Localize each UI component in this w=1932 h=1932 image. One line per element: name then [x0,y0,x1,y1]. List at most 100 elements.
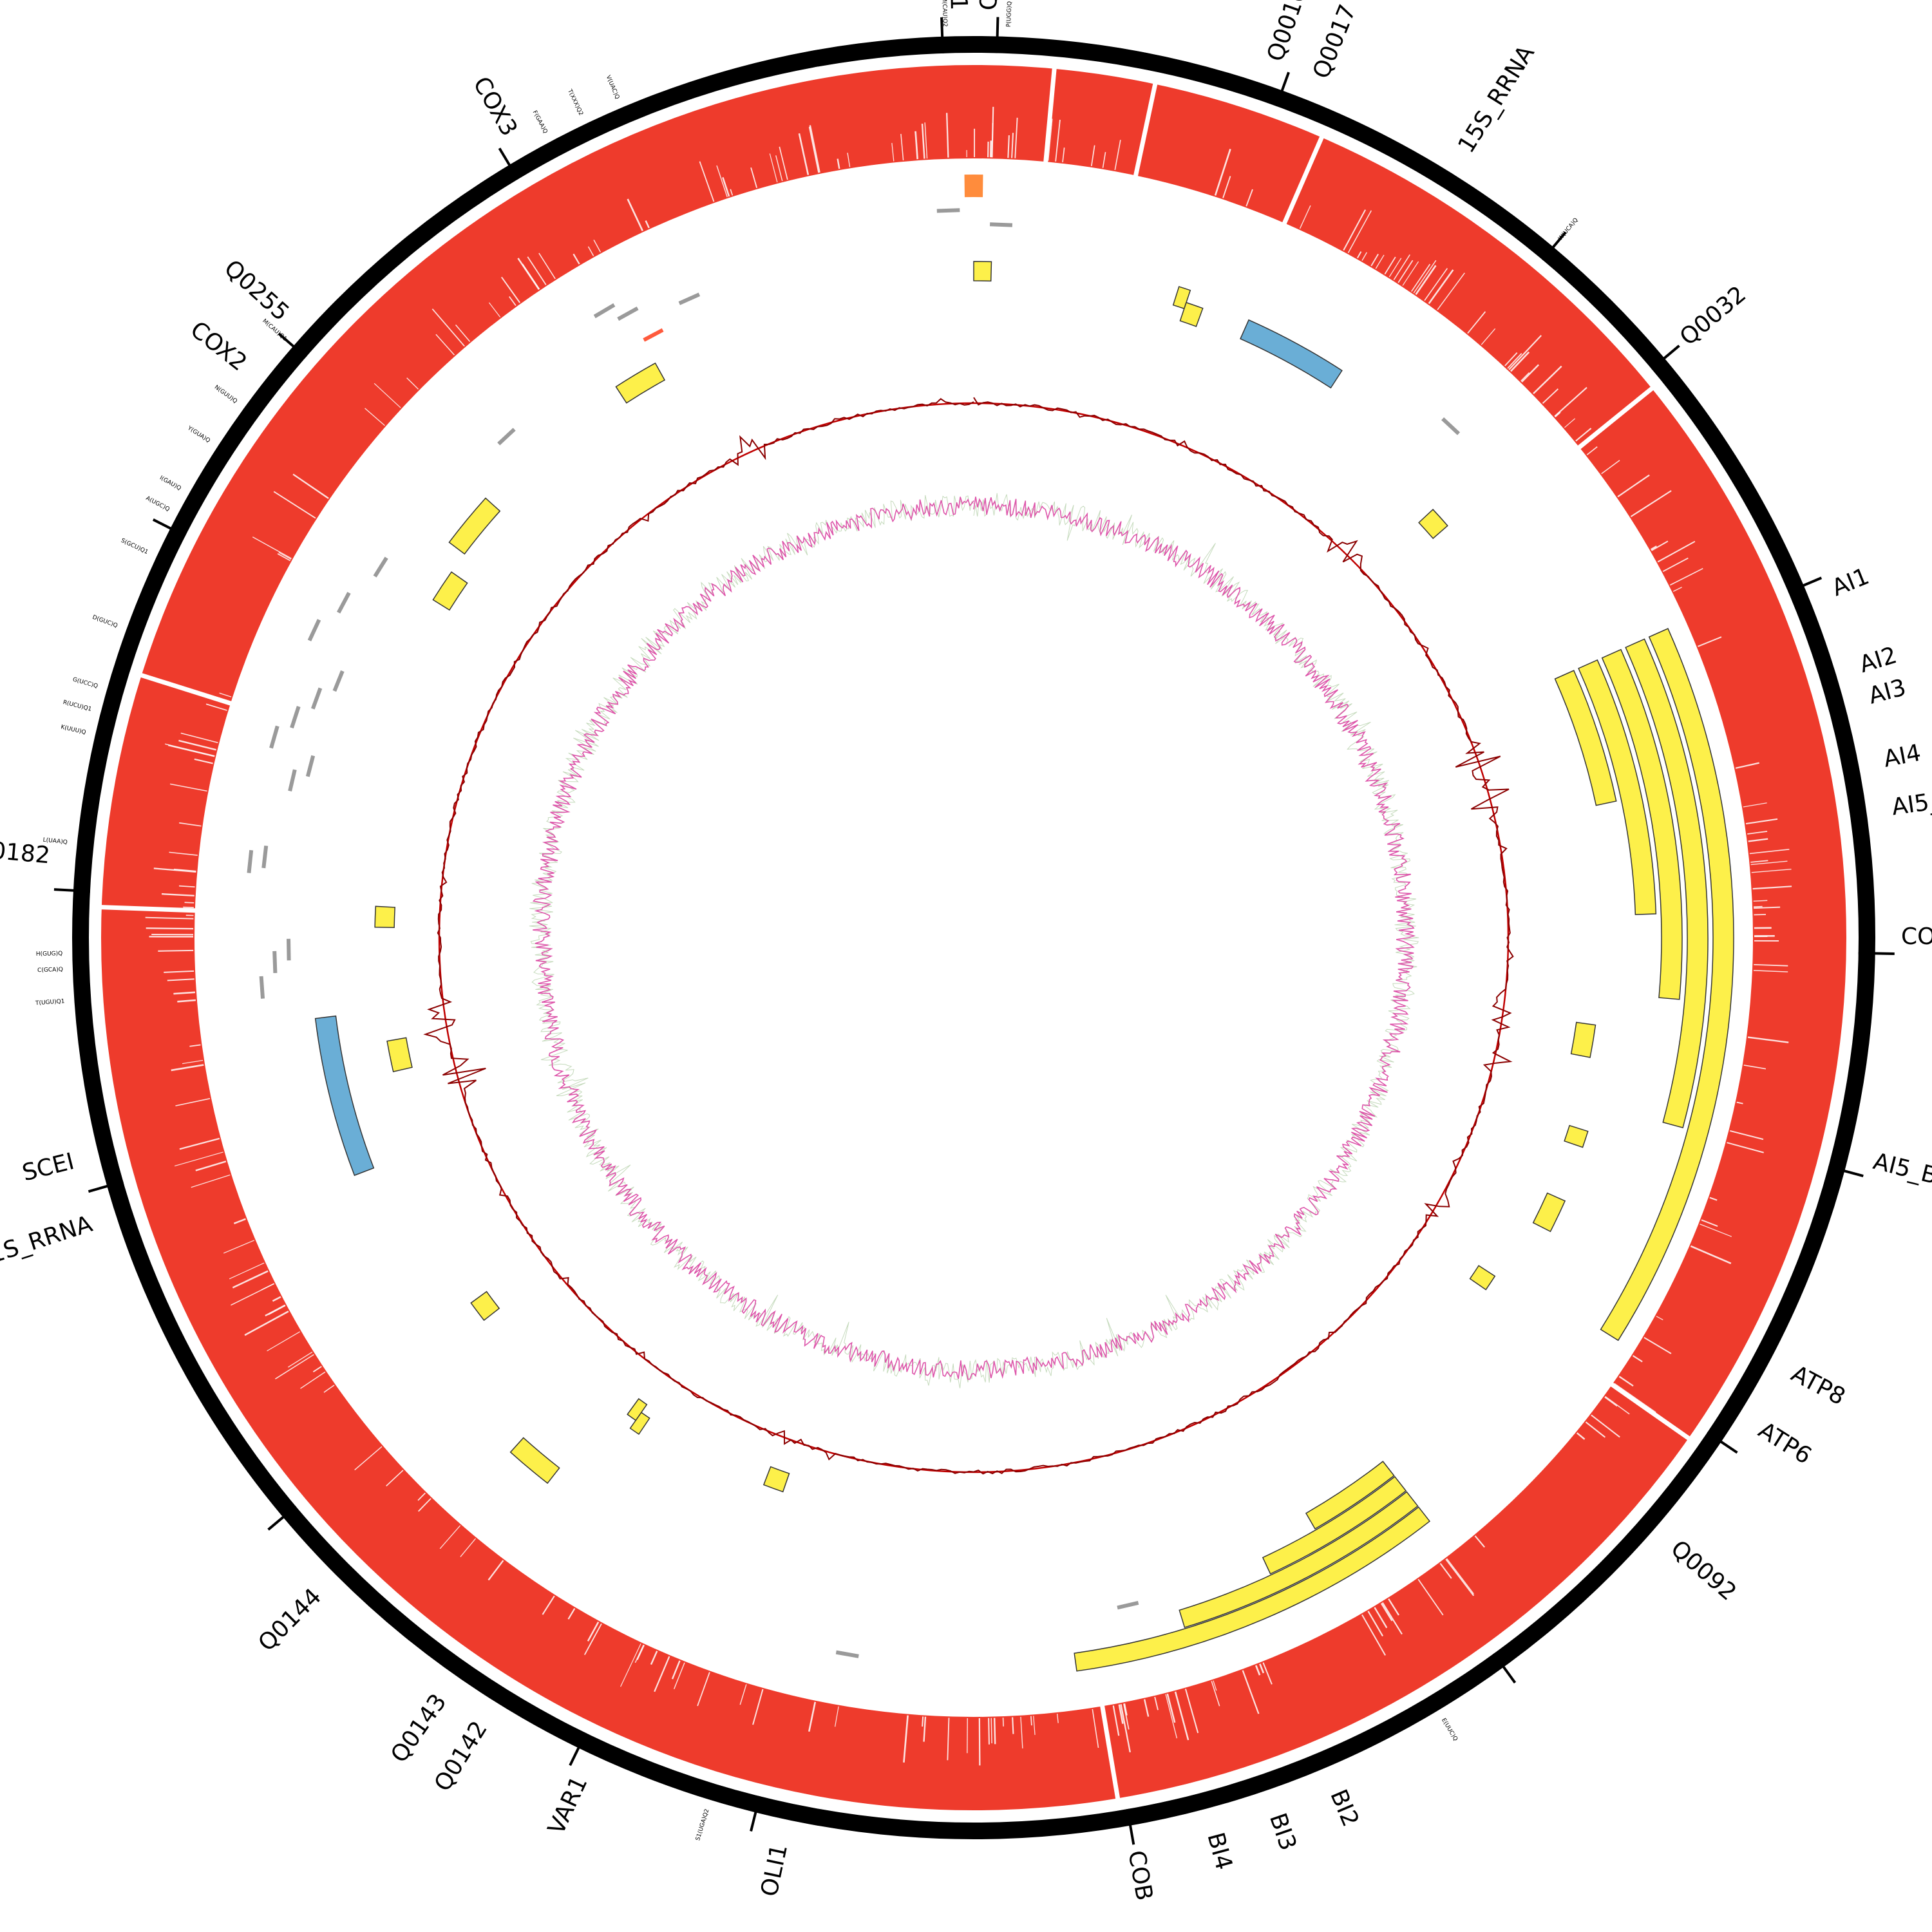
backbone-ring [72,36,1875,1839]
coverage-dropout [460,1538,476,1557]
coverage-gap [1577,386,1654,450]
coverage-dropout [1092,1709,1099,1748]
coverage-dropout [671,1660,681,1680]
coverage-dropout [455,324,471,342]
coverage-dropout [1033,1716,1036,1735]
coverage-dropout [914,131,919,160]
coverage-dropout [1375,254,1385,269]
coverage-dropout [223,1240,255,1254]
coverage-dropout [265,1304,286,1317]
trna-mark [617,306,639,321]
coverage-dropout [847,153,851,167]
coverage-dropout [1112,1705,1120,1736]
coverage-dropout [1753,970,1788,972]
position-tick [278,332,307,359]
gene-label: 21S_RRNA [0,1211,96,1273]
coverage-dropout [1242,1670,1260,1714]
coverage-dropout [891,142,895,162]
position-tick [1787,576,1823,593]
coverage-dropout [1011,133,1014,158]
coverage-dropout [488,302,501,317]
coverage-dropout [769,153,778,183]
coverage-dropout [1213,1680,1217,1691]
coverage-dropout [1735,762,1759,769]
trna-label: F(GAA)Q [531,109,549,135]
orf-block [627,1397,648,1421]
coverage-dropout [1413,260,1437,294]
coverage-dropout [277,553,291,562]
coverage-dropout [1727,1142,1764,1153]
gene-label: Q0010 [1262,0,1312,65]
coverage-dropout [219,692,232,697]
coverage-dropout [634,1644,644,1663]
trna-mark [261,845,269,869]
rrna-block [1240,319,1343,389]
coverage-gap [100,905,196,913]
coverage-dropout [1585,1421,1606,1438]
gene-label: Q0092 [1665,1535,1741,1606]
coverage-dropout [1748,838,1768,842]
coverage-dropout [1575,428,1592,442]
trna-mark [835,1650,859,1658]
gene-label: Q0142 [430,1717,493,1796]
coverage-dropout [1445,1558,1475,1596]
coverage-dropout [179,1137,220,1150]
coverage-dropout [1356,251,1362,259]
coverage-dropout [716,165,728,198]
coverage-dropout [1700,1224,1732,1237]
trna-label: A(UGC)Q [145,495,171,513]
trna-mark [269,725,279,749]
coverage-dropout [1533,365,1562,395]
coverage-dropout [923,1716,927,1742]
coverage-dropout [1604,1396,1618,1407]
coverage-dropout [323,1385,335,1393]
trna-label: W(UCA)Q [1557,217,1580,242]
coverage-dropout [173,868,196,872]
coverage-dropout [153,867,196,873]
coverage-dropout [1504,352,1518,366]
trna-label: S1(UGA)Q2 [695,1808,710,1842]
coverage-dropout [275,1354,314,1379]
coverage-dropout [527,256,547,285]
trna-label: T(XXX)Q2 [566,88,584,117]
gene-label: COB [1122,1848,1157,1902]
coverage-dropout [573,253,580,265]
coverage-dropout [1214,149,1231,196]
coverage-dropout [1586,446,1598,455]
gene-label: AI3 [1866,674,1909,710]
coverage-dropout [439,1525,461,1549]
coverage-dropout [1446,1558,1474,1595]
coverage-dropout [752,1689,764,1725]
position-tick [88,1180,124,1193]
coverage-dropout [567,1608,576,1620]
position-tick [152,518,186,537]
coverage-gap [1609,1382,1691,1441]
coverage-dropout [205,703,227,711]
coverage-dropout [673,1662,685,1690]
gene-label: BI3 [1264,1810,1302,1853]
coverage-dropout [1754,906,1781,909]
coverage-dropout [775,155,783,182]
coverage-dropout [1154,1696,1159,1710]
coverage-dropout [1481,328,1496,345]
coverage-dropout [1299,205,1311,229]
orf-block [1570,1021,1596,1058]
coverage-dropout [1374,1607,1388,1629]
trna-mark [259,976,265,999]
coverage-dropout [173,991,196,995]
orf-block [1532,1192,1566,1233]
trna-label: G(UCC)Q [72,677,99,690]
coverage-dropout [722,176,730,197]
coverage-dropout [1618,1376,1634,1387]
coverage-dropout [1245,189,1253,207]
trna-label: I(GAU)Q [158,475,182,492]
trna-mark [247,849,254,873]
position-tick [498,147,520,180]
trna-label: H(GUG)Q [36,951,63,958]
coverage-dropout [1417,1578,1444,1616]
coverage-dropout [1743,1065,1766,1070]
trna-mark [373,556,388,578]
coverage-dropout [1211,1681,1220,1707]
coverage-dropout [1698,636,1722,647]
coverage-dropout [1428,269,1454,305]
